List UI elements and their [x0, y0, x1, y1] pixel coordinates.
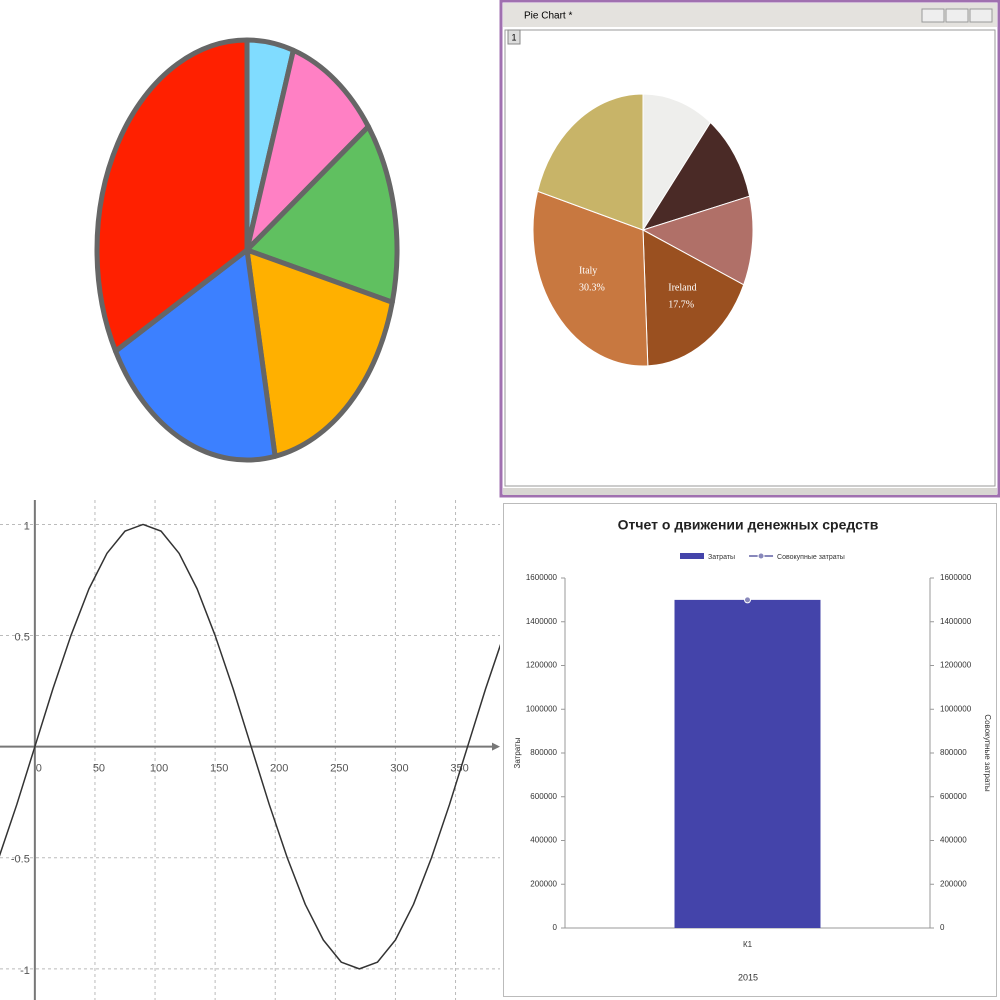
line-marker — [744, 596, 751, 604]
y2-tick-label: 1400000 — [940, 617, 972, 626]
x-tick-label: 250 — [330, 763, 348, 775]
y2-tick-label: 1200000 — [940, 661, 972, 670]
slice-value-label: 30.3% — [579, 283, 605, 294]
x-tick-label: 100 — [150, 763, 168, 775]
y-tick-label: 1 — [24, 520, 30, 532]
y-tick-label: 0.5 — [15, 631, 30, 643]
y2-axis-title: Совокупные затраты — [983, 714, 992, 792]
y-tick-label: 1200000 — [526, 661, 558, 670]
y-tick-label: -0.5 — [11, 854, 30, 866]
y-axis-title: Затраты — [513, 737, 522, 768]
bar — [674, 599, 821, 928]
x-tick-label: 200 — [270, 763, 288, 775]
legend-swatch — [757, 552, 765, 560]
status-bar — [503, 488, 997, 495]
pie-slice — [642, 195, 754, 286]
line-series — [0, 523, 500, 970]
slice-label: Ireland — [668, 283, 696, 294]
slice-label: Italy — [579, 266, 597, 277]
pie-slice — [244, 47, 371, 253]
window-button[interactable] — [945, 8, 969, 23]
x-axis-arrow — [492, 742, 500, 751]
y2-tick-label: 1000000 — [940, 704, 972, 713]
tab — [507, 29, 521, 45]
chart-title: Отчет о движении денежных средств — [618, 517, 879, 533]
pie-slice — [537, 93, 644, 231]
pie-slice — [642, 229, 745, 367]
y2-tick-label: 200000 — [940, 879, 967, 888]
y2-tick-label: 0 — [940, 923, 945, 932]
window-titlebar — [503, 3, 997, 27]
legend-label: Затраты — [708, 554, 735, 561]
y-tick-label: 1000000 — [526, 704, 558, 713]
x-tick-label: 350 — [450, 763, 468, 775]
x-tick-label: 50 — [93, 763, 105, 775]
tab-label: 1 — [511, 32, 516, 42]
pie-slice — [94, 37, 250, 354]
window-title: Pie Chart * — [524, 11, 572, 22]
x-tick-label: 0 — [36, 763, 42, 775]
pie-slice — [113, 247, 278, 463]
y-tick-label: 0 — [553, 923, 558, 932]
slice-value-label: 17.7% — [668, 300, 694, 311]
pie-slice — [244, 124, 400, 305]
window-button[interactable] — [921, 8, 945, 23]
y2-tick-label: 400000 — [940, 836, 967, 845]
x-axis-title: 2015 — [738, 972, 758, 982]
y-tick-label: 1600000 — [526, 573, 558, 582]
y2-tick-label: 800000 — [940, 748, 967, 757]
y-tick-label: -1 — [20, 965, 30, 977]
x-tick-label: К1 — [743, 940, 753, 949]
pie-slice — [642, 122, 751, 231]
y2-tick-label: 1600000 — [940, 573, 972, 582]
y-tick-label: 1400000 — [526, 617, 558, 626]
y-tick-label: 200000 — [530, 879, 557, 888]
pie-slice — [532, 190, 649, 367]
y-tick-label: 600000 — [530, 792, 557, 801]
x-tick-label: 300 — [390, 763, 408, 775]
legend-label: Совокупные затраты — [777, 554, 845, 561]
y-tick-label: 400000 — [530, 836, 557, 845]
window-button[interactable] — [969, 8, 993, 23]
pie-slice — [642, 93, 711, 231]
pie-slice — [244, 247, 395, 459]
legend-swatch — [680, 553, 704, 559]
y2-tick-label: 600000 — [940, 792, 967, 801]
y-tick-label: 800000 — [530, 748, 557, 757]
x-tick-label: 150 — [210, 763, 228, 775]
